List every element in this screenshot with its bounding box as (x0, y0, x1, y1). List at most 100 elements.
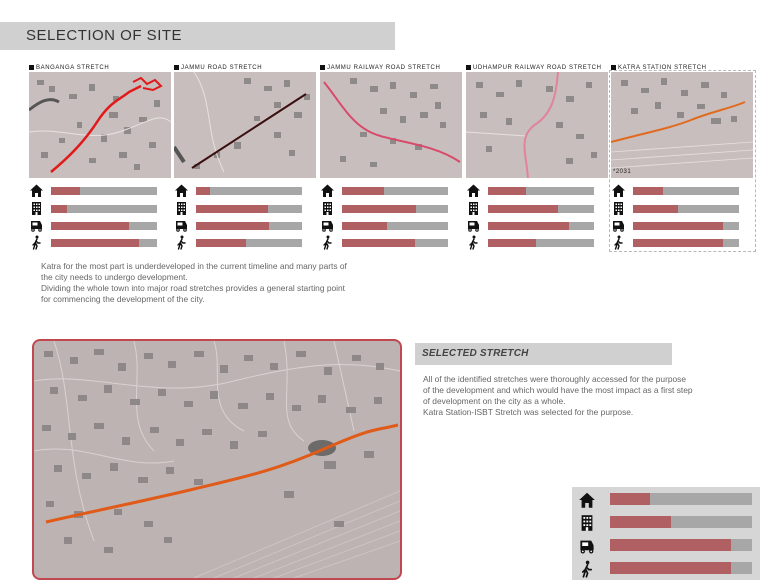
metric-row (466, 201, 596, 216)
metric-row (320, 201, 450, 216)
metric-row (611, 218, 741, 233)
bar-track (610, 562, 752, 574)
rickshaw-icon (466, 218, 481, 233)
bar-track (633, 187, 739, 195)
bar-fill (196, 239, 246, 247)
house-icon (611, 183, 626, 198)
bar-fill (633, 187, 663, 195)
rickshaw-icon (320, 218, 335, 233)
pedestrian-icon (29, 235, 44, 250)
bar-track (488, 239, 594, 247)
bar-fill (610, 562, 731, 574)
metric-row (611, 183, 741, 198)
bar-fill (488, 205, 558, 213)
bar-track (196, 222, 302, 230)
selected-line: Katra Station-ISBT Stretch was selected … (423, 407, 634, 417)
metric-row (29, 201, 159, 216)
bar-fill (51, 239, 139, 247)
intro-line: the city needs to undergo development. (41, 272, 188, 282)
pedestrian-icon (578, 560, 596, 578)
metric-row (466, 183, 596, 198)
metric-row (174, 235, 304, 250)
bar-fill (342, 187, 385, 195)
intro-line: for commencing the development of the ci… (41, 294, 205, 304)
stretch-label: UDHAMPUR RAILWAY ROAD STRETCH (466, 64, 608, 72)
metric-row (29, 235, 159, 250)
bar-track (633, 205, 739, 213)
bar-fill (488, 239, 536, 247)
house-icon (174, 183, 189, 198)
stretch-banganga[interactable]: BANGANGA STRETCH (29, 64, 171, 178)
selected-paragraph: All of the identified stretches were tho… (423, 374, 763, 418)
bar-track (488, 187, 594, 195)
stretch-label: JAMMU RAILWAY ROAD STRETCH (320, 64, 462, 72)
rickshaw-icon (29, 218, 44, 233)
bar-track (342, 205, 448, 213)
bar-fill (51, 205, 67, 213)
stretch-katra-station[interactable]: KATRA STATION STRETCH (611, 64, 753, 178)
house-icon (29, 183, 44, 198)
stretch-map (174, 72, 316, 178)
stretch-udhampur-railway[interactable]: UDHAMPUR RAILWAY ROAD STRETCH (466, 64, 608, 178)
stretch-map (29, 72, 171, 178)
selected-metrics-panel (572, 487, 760, 580)
intro-line: Dividing the whole town into major road … (41, 283, 345, 293)
pedestrian-icon (174, 235, 189, 250)
intro-line: Katra for the most part is underdevelope… (41, 261, 347, 271)
bar-track (196, 205, 302, 213)
stretch-label: KATRA STATION STRETCH (611, 64, 753, 72)
pedestrian-icon (466, 235, 481, 250)
metric-row (29, 183, 159, 198)
stretch-map (611, 72, 753, 178)
bar-track (342, 187, 448, 195)
bar-fill (196, 222, 270, 230)
bar-track (342, 222, 448, 230)
bar-fill (51, 222, 130, 230)
building-icon (611, 201, 626, 216)
metric-row (611, 235, 741, 250)
metric-row (320, 183, 450, 198)
house-icon (466, 183, 481, 198)
bar-fill (342, 222, 387, 230)
year-label: *2031 (613, 169, 632, 175)
bar-track (610, 539, 752, 551)
selected-stretch-map[interactable] (32, 339, 402, 580)
bar-track (488, 205, 594, 213)
building-icon (320, 201, 335, 216)
intro-paragraph: Katra for the most part is underdevelope… (41, 261, 411, 305)
metric-row (174, 201, 304, 216)
bar-track (51, 205, 157, 213)
selected-stretch-heading: SELECTED STRETCH (422, 348, 529, 359)
house-icon (320, 183, 335, 198)
bar-fill (610, 516, 672, 528)
page-title: SELECTION OF SITE (26, 27, 183, 44)
bar-fill (633, 239, 724, 247)
bar-track (196, 239, 302, 247)
pedestrian-icon (320, 235, 335, 250)
metric-row (611, 201, 741, 216)
stretch-jammu-railway[interactable]: JAMMU RAILWAY ROAD STRETCH (320, 64, 462, 178)
bar-track (342, 239, 448, 247)
selected-line: of development on the city as a whole. (423, 396, 566, 406)
metric-row (320, 235, 450, 250)
stretch-map (320, 72, 462, 178)
house-icon (578, 491, 596, 509)
building-icon (174, 201, 189, 216)
selected-stretch-frame (609, 70, 756, 252)
bar-fill (342, 205, 417, 213)
bar-fill (488, 222, 569, 230)
bar-track (196, 187, 302, 195)
metric-row (29, 218, 159, 233)
pedestrian-icon (611, 235, 626, 250)
bar-track (610, 516, 752, 528)
bar-fill (51, 187, 80, 195)
rickshaw-icon (578, 537, 596, 555)
metric-row (320, 218, 450, 233)
bar-track (633, 239, 739, 247)
building-icon (578, 514, 596, 532)
bar-fill (196, 205, 269, 213)
stretch-jammu-road[interactable]: JAMMU ROAD STRETCH (174, 64, 316, 178)
bar-fill (633, 205, 678, 213)
bar-fill (196, 187, 210, 195)
metric-row (174, 218, 304, 233)
